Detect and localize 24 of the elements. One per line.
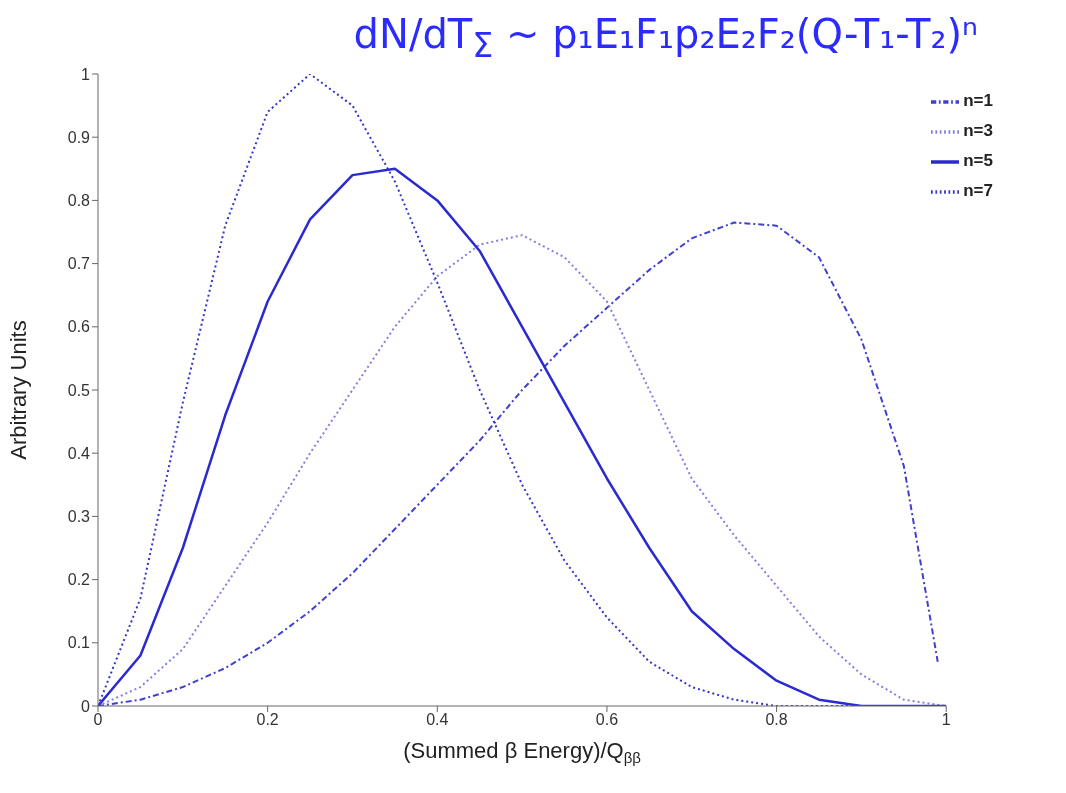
x-tick-label: 0 (93, 711, 103, 729)
x-tick-label: 1 (941, 711, 951, 729)
x-tick-label: 0.4 (426, 711, 449, 729)
y-tick-label: 0.3 (67, 508, 91, 526)
legend-label: n=3 (963, 121, 993, 140)
y-tick-label: 0.5 (67, 381, 91, 399)
y-tick-label: 0.9 (67, 128, 91, 146)
x-axis-title: (Summed β Energy)/Q$_{ββ}$ (403, 738, 642, 766)
y-tick-label: 0.4 (67, 444, 91, 462)
chart-title: dN/dT$_{Σ}$ ~ p₁E₁F₁p₂E₂F₂(Q-T₁-T₂)ⁿ (352, 10, 979, 66)
legend-label: n=1 (963, 91, 993, 110)
x-tick-label: 0.6 (595, 711, 619, 729)
x-tick-label: 0.2 (256, 711, 279, 729)
y-axis-title: Arbitrary Units (5, 320, 31, 460)
legend-label: n=5 (963, 151, 993, 170)
legend-label: n=7 (963, 181, 993, 200)
y-tick-label: 0.7 (67, 255, 91, 273)
y-tick-label: 0 (81, 697, 91, 715)
y-tick-label: 1 (81, 65, 91, 83)
y-tick-label: 0.1 (67, 634, 91, 652)
x-tick-label: 0.8 (765, 711, 788, 729)
y-tick-label: 0.2 (67, 571, 91, 589)
y-tick-label: 0.6 (67, 318, 91, 336)
y-tick-label: 0.8 (67, 192, 91, 210)
